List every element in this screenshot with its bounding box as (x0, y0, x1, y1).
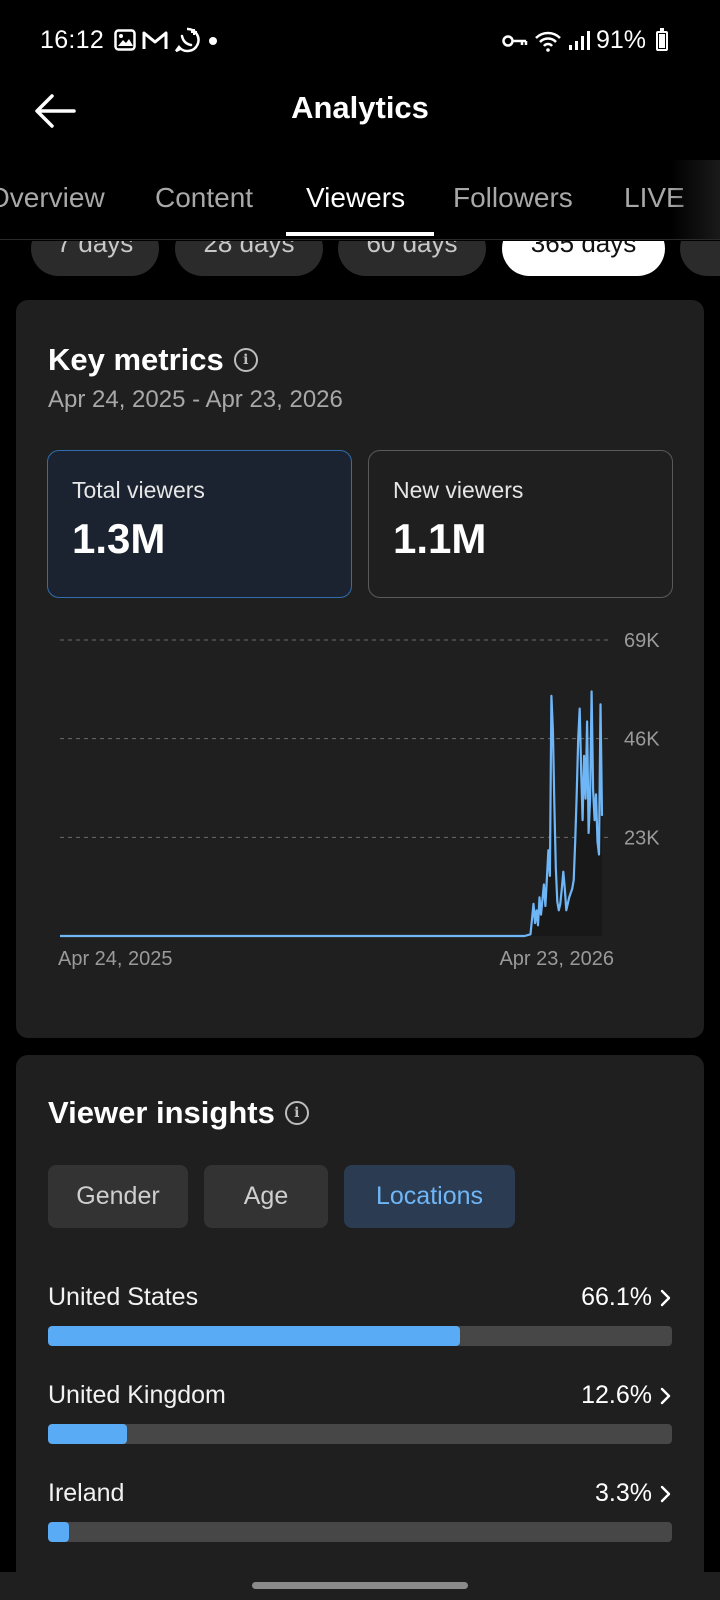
period-chip-28-days[interactable]: 28 days (175, 241, 323, 276)
total-viewers-metric[interactable]: Total viewers 1.3M (47, 450, 352, 598)
system-nav-bar (0, 1572, 720, 1600)
location-bar-track (48, 1424, 672, 1444)
tab-bar: Overview Content Viewers Followers LIVE (0, 160, 720, 240)
location-percent: 12.6% (581, 1381, 652, 1409)
back-arrow-icon (35, 94, 76, 128)
location-percent: 66.1% (581, 1283, 652, 1311)
key-metrics-card: Key metrics i Apr 24, 2025 - Apr 23, 202… (16, 300, 704, 1038)
gmail-icon (142, 31, 168, 49)
wifi-icon (535, 31, 561, 52)
status-bar: 16:12 91% (0, 0, 720, 82)
filter-age[interactable]: Age (204, 1165, 328, 1228)
battery-icon (656, 27, 668, 51)
info-icon[interactable]: i (233, 348, 258, 372)
viewer-insights-title: Viewer insights i (48, 1095, 309, 1131)
key-metrics-title: Key metrics i (48, 342, 258, 378)
chevron-right-icon (660, 1387, 671, 1405)
location-name: United Kingdom (48, 1381, 226, 1409)
location-bar-track (48, 1326, 672, 1346)
new-viewers-value: 1.1M (393, 515, 487, 562)
filter-locations[interactable]: Locations (344, 1165, 515, 1228)
status-time: 16:12 (40, 26, 105, 54)
location-row[interactable]: United Kingdom 12.6% (48, 1381, 672, 1451)
tab-viewers[interactable]: Viewers (306, 182, 406, 213)
location-bar-fill (48, 1522, 69, 1542)
period-chip-7-days[interactable]: 7 days (31, 241, 159, 276)
location-bar-fill (48, 1424, 127, 1444)
info-icon[interactable]: i (284, 1101, 309, 1125)
viewers-series-line (60, 690, 604, 938)
period-chip-more[interactable] (680, 241, 720, 276)
battery-percentage: 91% (595, 26, 646, 54)
back-button[interactable] (30, 86, 80, 136)
signal-icon (568, 30, 590, 50)
period-chip-60-days[interactable]: 60 days (338, 241, 486, 276)
y-tick-label: 69K (624, 630, 660, 652)
viewer-insights-card: Viewer insights i Gender Age Locations U… (16, 1055, 704, 1585)
filter-gender[interactable]: Gender (48, 1165, 188, 1228)
total-viewers-label: Total viewers (72, 477, 205, 503)
new-viewers-metric[interactable]: New viewers 1.1M (368, 450, 673, 598)
tab-content[interactable]: Content (155, 182, 254, 213)
active-tab-indicator (286, 232, 434, 236)
period-selector: 7 days 28 days 60 days 365 days (0, 241, 720, 277)
location-name: United States (48, 1283, 199, 1311)
viewers-line-chart: 69K 46K 23K Apr 24, 2025 Apr 23, 2026 (58, 630, 660, 970)
y-tick-label: 46K (624, 729, 660, 751)
x-start-label: Apr 24, 2025 (58, 948, 173, 970)
x-end-label: Apr 23, 2026 (499, 948, 614, 970)
date-range: Apr 24, 2025 - Apr 23, 2026 (48, 386, 343, 413)
location-row[interactable]: Ireland 3.3% (48, 1479, 672, 1549)
gallery-icon (114, 29, 136, 51)
location-bar-track (48, 1522, 672, 1542)
new-viewers-label: New viewers (393, 477, 524, 503)
page-title: Analytics (291, 90, 429, 125)
dot-icon (209, 37, 217, 45)
location-bar-fill (48, 1326, 461, 1346)
insight-filter-row: Gender Age Locations (48, 1165, 515, 1228)
key-metrics-title-text: Key metrics (48, 342, 224, 377)
location-row[interactable]: United States 66.1% (48, 1283, 672, 1353)
location-percent: 3.3% (595, 1479, 652, 1507)
whatsapp-icon (175, 27, 200, 53)
key-icon (502, 34, 528, 47)
viewers-area (60, 691, 602, 936)
tab-overview[interactable]: Overview (0, 182, 105, 213)
home-handle[interactable] (252, 1582, 468, 1589)
location-name: Ireland (48, 1479, 125, 1507)
tab-followers[interactable]: Followers (453, 182, 573, 213)
total-viewers-value: 1.3M (72, 515, 166, 562)
viewer-insights-title-text: Viewer insights (48, 1095, 275, 1130)
tabs-fade (670, 160, 720, 239)
chevron-right-icon (660, 1485, 671, 1503)
chevron-right-icon (660, 1289, 671, 1307)
y-tick-label: 23K (624, 827, 660, 849)
header: Analytics (0, 82, 720, 152)
period-chip-365-days[interactable]: 365 days (502, 241, 665, 276)
